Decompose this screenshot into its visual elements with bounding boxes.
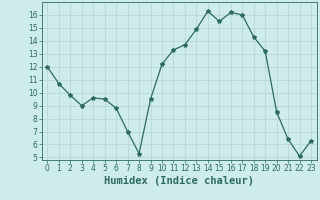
X-axis label: Humidex (Indice chaleur): Humidex (Indice chaleur) <box>104 176 254 186</box>
